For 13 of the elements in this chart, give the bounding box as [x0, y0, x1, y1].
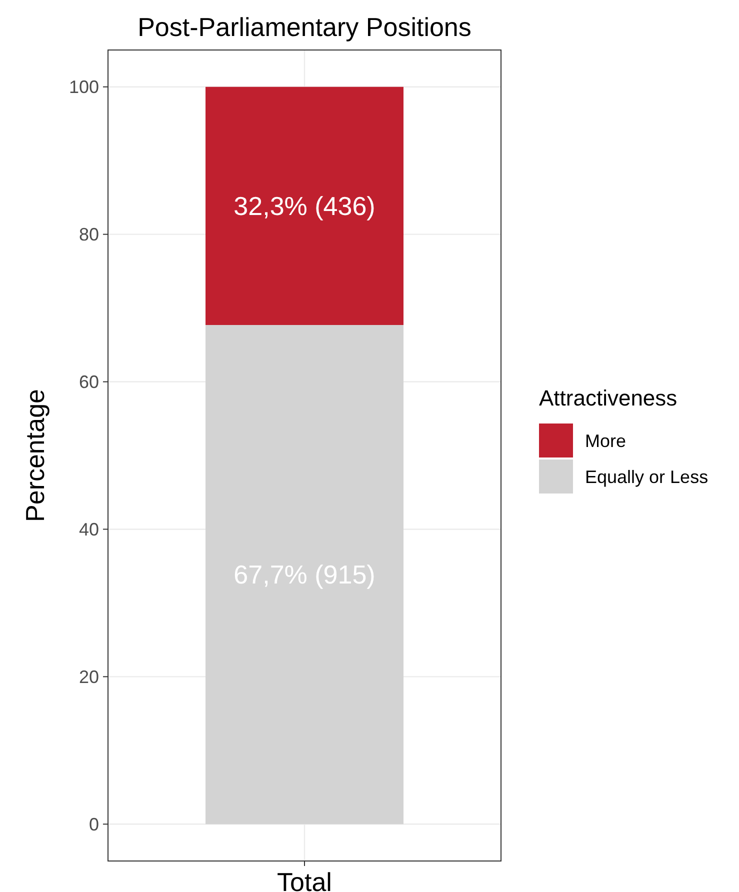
y-tick-label: 40 [78, 520, 99, 540]
y-tick-label: 80 [78, 224, 99, 245]
y-tick-label: 20 [78, 666, 99, 687]
chart-title: Post-Parliamentary Positions [138, 12, 472, 42]
legend-label: More [585, 430, 626, 451]
y-tick-label: 0 [88, 814, 99, 834]
y-tick-label: 60 [78, 372, 99, 392]
legend-label: Equally or Less [585, 466, 708, 487]
y-axis-title: Percentage [20, 389, 50, 522]
legend-title: Attractiveness [539, 386, 678, 410]
x-tick-label: Total [277, 867, 332, 892]
y-tick-label: 100 [68, 77, 99, 98]
data-label: 32,3% (436) [234, 191, 376, 222]
